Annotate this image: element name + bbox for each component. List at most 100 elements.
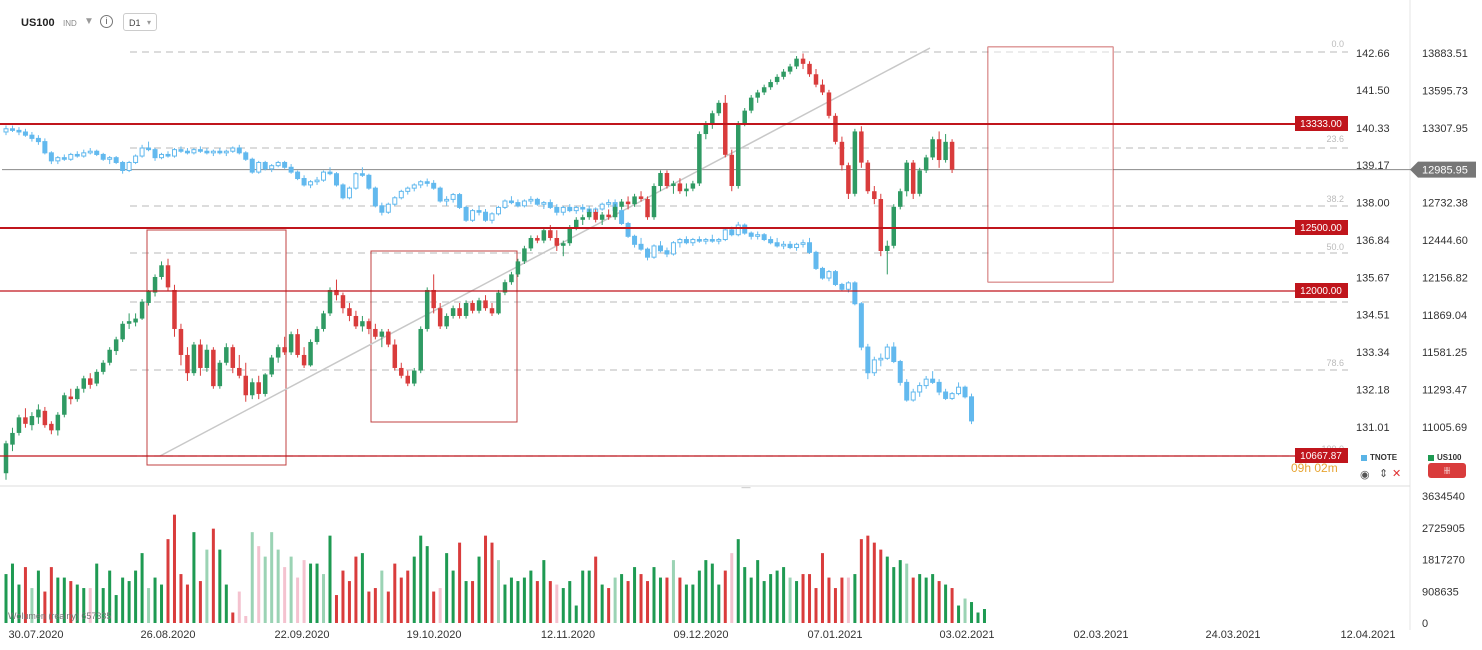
volume-bar xyxy=(380,570,384,623)
candle-body xyxy=(243,375,249,396)
candle xyxy=(496,289,501,315)
candle-body xyxy=(198,344,203,368)
candle xyxy=(878,353,884,367)
candle-body xyxy=(541,230,547,241)
candle-body xyxy=(3,443,9,474)
candle-body xyxy=(49,423,54,431)
candle xyxy=(904,379,910,402)
candle xyxy=(359,167,365,177)
timeframe-select[interactable]: D1 ▾ xyxy=(123,13,157,31)
y-tick-tnote: 135.67 xyxy=(1356,272,1390,284)
candle-body xyxy=(521,200,527,207)
symbol-label[interactable]: US100 xyxy=(21,17,55,29)
candle-body xyxy=(386,331,391,345)
candle xyxy=(308,339,313,367)
candle-body xyxy=(943,141,948,161)
candle-body xyxy=(418,181,424,186)
candle xyxy=(735,221,741,237)
candle xyxy=(599,202,605,211)
candle xyxy=(48,151,54,165)
volume-bar xyxy=(885,556,889,623)
y-tick-right: 11293.47 xyxy=(1422,385,1467,397)
candle-body xyxy=(645,248,651,258)
volume-bar xyxy=(347,581,351,623)
candle xyxy=(813,69,819,88)
volume-bar xyxy=(367,591,371,623)
candle-body xyxy=(761,234,767,241)
candle xyxy=(243,151,249,161)
volume-bar xyxy=(697,570,701,623)
candle xyxy=(716,237,722,245)
fib-label: 0.0 xyxy=(1331,39,1344,49)
candle xyxy=(670,241,676,256)
candle-body xyxy=(722,229,728,241)
candle-body xyxy=(262,374,268,394)
horizontal-levels[interactable]: 13333.00 12500.00 12000.00 10667.87 xyxy=(0,116,1348,463)
candle xyxy=(755,89,760,103)
volume-bar xyxy=(853,574,857,623)
candle xyxy=(470,300,475,314)
fib-label: 78.6 xyxy=(1326,358,1344,368)
candle-body xyxy=(165,153,171,157)
candle-body xyxy=(819,267,825,279)
candle xyxy=(522,245,527,264)
candle-body xyxy=(625,222,631,237)
candle-body xyxy=(878,357,884,361)
candle xyxy=(502,279,508,296)
x-tick: 24.03.2021 xyxy=(1205,629,1260,641)
candle xyxy=(774,74,780,85)
volume-bar xyxy=(360,553,364,623)
volume-bar xyxy=(529,570,533,623)
symbol-dropdown-icon[interactable]: ▼ xyxy=(84,16,94,27)
candle xyxy=(632,234,638,248)
reorder-icon[interactable]: ⇕ xyxy=(1379,468,1389,480)
volume-bar xyxy=(652,567,656,623)
candle xyxy=(897,359,903,386)
legend-tnote[interactable]: TNOTE xyxy=(1361,453,1397,462)
candle-body xyxy=(535,237,540,241)
candle xyxy=(476,205,482,216)
candle-body xyxy=(794,243,800,249)
us100-series xyxy=(3,53,955,480)
candle xyxy=(483,209,489,222)
candle-body xyxy=(392,344,398,368)
candle xyxy=(891,204,897,249)
candle xyxy=(593,209,598,223)
candle-body xyxy=(359,173,365,176)
candle-body xyxy=(146,147,152,151)
candle xyxy=(360,315,365,332)
y-tick-right: 13883.51 xyxy=(1422,48,1468,60)
legend-us100[interactable]: US100 xyxy=(1428,453,1461,462)
volume-bar xyxy=(827,577,831,623)
candle xyxy=(275,160,281,168)
eye-icon[interactable]: ◉ xyxy=(1360,469,1370,481)
candle xyxy=(81,375,87,393)
candle-body xyxy=(399,367,404,376)
candle-body xyxy=(729,154,735,187)
volume-bar xyxy=(775,570,779,623)
candle xyxy=(683,236,689,245)
volume-bar xyxy=(354,556,358,623)
info-icon[interactable]: i xyxy=(100,15,113,28)
close-icon[interactable]: ✕ xyxy=(1392,468,1402,480)
candle xyxy=(10,427,15,452)
candle-body xyxy=(100,153,106,160)
candle-body xyxy=(431,182,437,189)
candle xyxy=(528,196,534,205)
candle xyxy=(943,134,948,163)
candle xyxy=(314,176,320,185)
volume-bar xyxy=(198,581,202,623)
candle-body xyxy=(671,183,676,187)
candle xyxy=(508,196,514,205)
candle-body xyxy=(599,214,605,220)
volume-bar xyxy=(892,567,896,623)
candle xyxy=(690,180,696,192)
candle xyxy=(256,375,261,400)
candle xyxy=(865,160,871,194)
candle xyxy=(334,279,339,301)
candle xyxy=(723,95,728,158)
candle-body xyxy=(243,152,249,160)
series-settings-button[interactable]: ⫲⫲ xyxy=(1428,463,1466,478)
candle xyxy=(411,183,417,192)
